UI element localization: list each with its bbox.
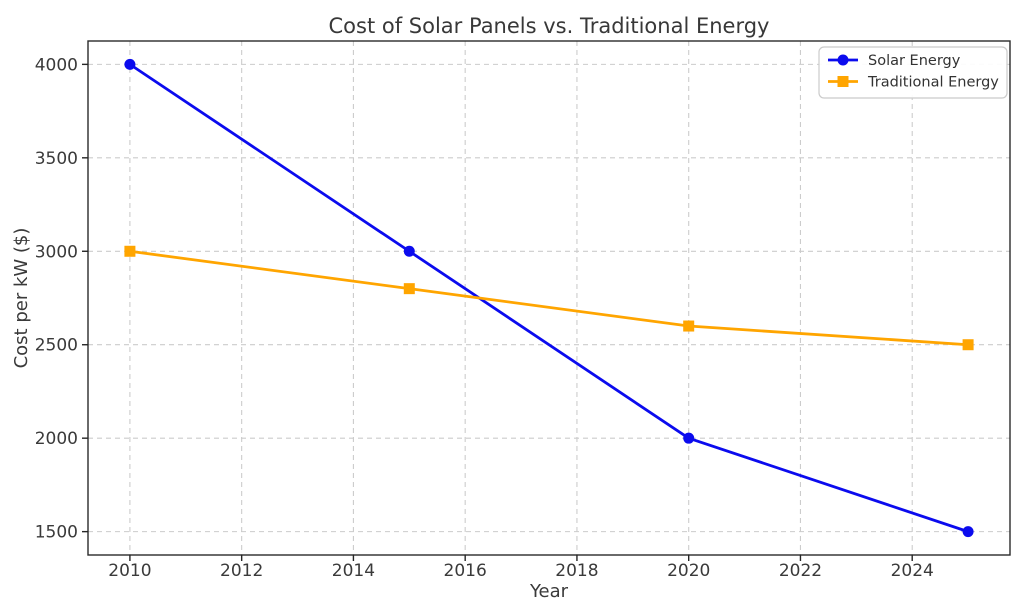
- traditional-energy-series: [124, 245, 974, 351]
- chart-title: Cost of Solar Panels vs. Traditional Ene…: [329, 14, 770, 38]
- axis-ticks: 2010 2012 2014 2016 2018 2020 2022 2024 1500 2000…: [35, 55, 934, 581]
- x-tick-label: 2010: [108, 561, 151, 581]
- y-tick-label: 3500: [35, 149, 78, 169]
- y-tick-label: 3000: [35, 242, 78, 262]
- x-tick-label: 2014: [332, 561, 375, 581]
- x-tick-label: 2016: [444, 561, 487, 581]
- traditional-energy-point: [124, 245, 136, 257]
- x-tick-label: 2020: [667, 561, 710, 581]
- y-tick-label: 1500: [35, 523, 78, 543]
- legend-marker-square: [837, 76, 849, 87]
- traditional-energy-point: [962, 339, 974, 351]
- solar-energy-point: [124, 58, 136, 70]
- x-tick-label: 2012: [220, 561, 263, 581]
- solar-energy-point: [403, 245, 415, 257]
- series-group: [124, 58, 974, 538]
- solar-energy-line: [129, 63, 969, 533]
- gridlines: [88, 41, 1010, 555]
- y-tick-label: 2500: [35, 336, 78, 356]
- y-axis-label: Cost per kW ($): [11, 228, 32, 369]
- solar-energy-point: [962, 526, 974, 538]
- x-tick-label: 2022: [779, 561, 822, 581]
- plot-border: [87, 40, 1011, 556]
- legend-label: Traditional Energy: [867, 75, 999, 91]
- legend-label: Solar Energy: [868, 53, 961, 69]
- x-axis-label: Year: [529, 581, 569, 602]
- y-tick-label: 4000: [35, 55, 78, 75]
- legend-marker-circle: [837, 54, 849, 66]
- legend-entry: Traditional Energy: [828, 75, 999, 91]
- y-tick-label: 2000: [35, 429, 78, 449]
- x-tick-label: 2024: [891, 561, 934, 581]
- traditional-energy-point: [403, 283, 415, 295]
- legend-box: [818, 46, 1008, 99]
- traditional-energy-line: [129, 249, 969, 347]
- solar-energy-point: [683, 432, 695, 444]
- x-tick-label: 2018: [555, 561, 598, 581]
- legend-entry: Solar Energy: [828, 53, 961, 69]
- legend: Solar Energy Traditional Energy: [818, 46, 1008, 99]
- traditional-energy-point: [683, 320, 695, 332]
- solar-energy-series: [124, 58, 974, 538]
